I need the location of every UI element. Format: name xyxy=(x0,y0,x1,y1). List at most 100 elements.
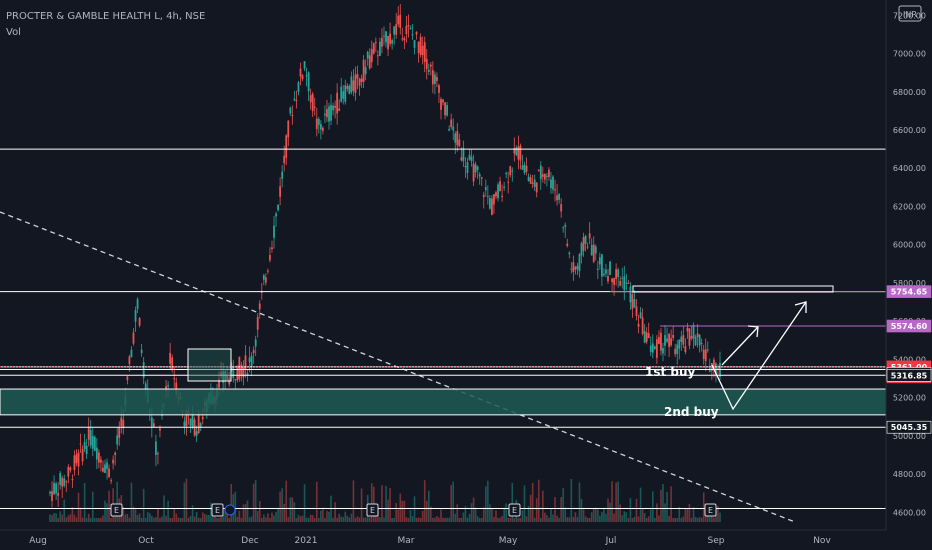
volume-bar xyxy=(69,514,72,522)
candle-body xyxy=(197,413,200,434)
volume-bar xyxy=(85,517,88,522)
currency-badge[interactable]: INR xyxy=(898,5,922,22)
volume-bar xyxy=(635,498,638,522)
volume-bar xyxy=(348,517,351,522)
projection-arrow-2[interactable] xyxy=(711,301,807,411)
volume-bar xyxy=(346,515,349,522)
candle-body xyxy=(436,77,438,81)
candle-body xyxy=(55,483,58,494)
volume-label: Vol xyxy=(6,27,21,38)
volume-bar xyxy=(393,517,395,522)
candle-body xyxy=(67,466,70,477)
y-tick-label: 7200.00 xyxy=(893,11,926,20)
volume-bar xyxy=(295,518,298,522)
candle-body xyxy=(73,455,76,470)
candle-body xyxy=(297,82,300,92)
candle-body xyxy=(201,416,204,420)
candle-body xyxy=(413,40,416,48)
volume-bar xyxy=(324,517,326,522)
candle-body xyxy=(142,362,145,378)
candle-body xyxy=(108,468,110,478)
volume-bar xyxy=(641,509,644,522)
volume-bar xyxy=(222,515,224,522)
volume-bar xyxy=(309,514,312,522)
candle-body xyxy=(623,276,626,291)
volume-bar xyxy=(637,516,640,522)
support-zone-2nd-buy[interactable] xyxy=(0,388,887,416)
candle-body xyxy=(340,86,343,102)
candle-body xyxy=(598,257,601,265)
volume-bar xyxy=(301,515,304,522)
candle-body xyxy=(157,453,159,455)
candle-body xyxy=(403,38,406,41)
volume-bar xyxy=(572,516,575,522)
candle-body xyxy=(69,467,72,471)
candle-body xyxy=(277,204,279,211)
candle-body xyxy=(603,273,605,276)
time-axis-background xyxy=(0,530,932,550)
x-tick-label: May xyxy=(499,536,518,546)
volume-bar xyxy=(305,517,308,522)
candle-body xyxy=(609,261,611,275)
candle-body xyxy=(574,267,577,270)
price-label-text: 5574.60 xyxy=(891,322,928,331)
y-tick-label: 6600.00 xyxy=(893,126,926,135)
volume-bar xyxy=(364,517,367,522)
volume-bar xyxy=(106,503,108,522)
volume-bar xyxy=(594,507,597,522)
volume-bar xyxy=(535,498,538,522)
candle-body xyxy=(71,479,74,481)
volume-bar xyxy=(717,506,719,522)
volume-bar xyxy=(692,507,695,522)
candle-body xyxy=(513,147,516,154)
volume-bar xyxy=(238,510,241,522)
candle-body xyxy=(651,343,654,353)
candle-body xyxy=(429,64,432,67)
candle-body xyxy=(419,36,422,56)
volume-bar xyxy=(203,513,206,522)
volume-bar xyxy=(603,507,605,522)
candle-body xyxy=(346,85,349,89)
volume-bar xyxy=(656,503,658,522)
volume-bar xyxy=(197,517,200,522)
volume-bar xyxy=(362,517,365,522)
volume-bar xyxy=(342,517,345,522)
volume-bar xyxy=(527,506,530,522)
candle-body xyxy=(273,225,275,238)
breakout-box[interactable] xyxy=(187,348,232,382)
volume-bar xyxy=(224,510,226,522)
candle-body xyxy=(696,333,699,338)
volume-bar xyxy=(509,517,512,522)
resistance-box[interactable] xyxy=(632,285,834,293)
price-labels: 5754.655574.605361.0002:21:495347.455316… xyxy=(886,285,932,434)
earnings-marker-label: E xyxy=(215,506,220,515)
volume-bar xyxy=(546,515,548,522)
candle-body xyxy=(326,109,328,118)
volume-bar xyxy=(427,490,430,522)
candle-body xyxy=(570,268,573,270)
volume-bar xyxy=(574,512,577,522)
volume-bar xyxy=(537,479,540,522)
volume-bar xyxy=(519,517,522,522)
volume-bar xyxy=(65,517,68,522)
y-tick-label: 6400.00 xyxy=(893,164,926,173)
candle-body xyxy=(63,478,66,486)
candle-body xyxy=(474,164,477,173)
volume-bar xyxy=(674,517,676,522)
candle-body xyxy=(234,379,237,381)
candle-body xyxy=(543,173,546,180)
candle-body xyxy=(118,426,121,438)
candle-body xyxy=(666,338,668,342)
volume-bar xyxy=(258,501,261,522)
candle-body xyxy=(594,246,597,254)
candle-body xyxy=(525,165,528,172)
candle-body xyxy=(658,337,660,344)
volume-bar xyxy=(702,492,705,522)
volume-bars xyxy=(49,478,721,522)
y-tick-label: 4600.00 xyxy=(893,508,926,517)
candle-body xyxy=(358,78,361,86)
projection-arrow-1[interactable] xyxy=(721,325,759,366)
volume-bar xyxy=(293,502,296,522)
x-tick-label: Aug xyxy=(29,536,47,546)
